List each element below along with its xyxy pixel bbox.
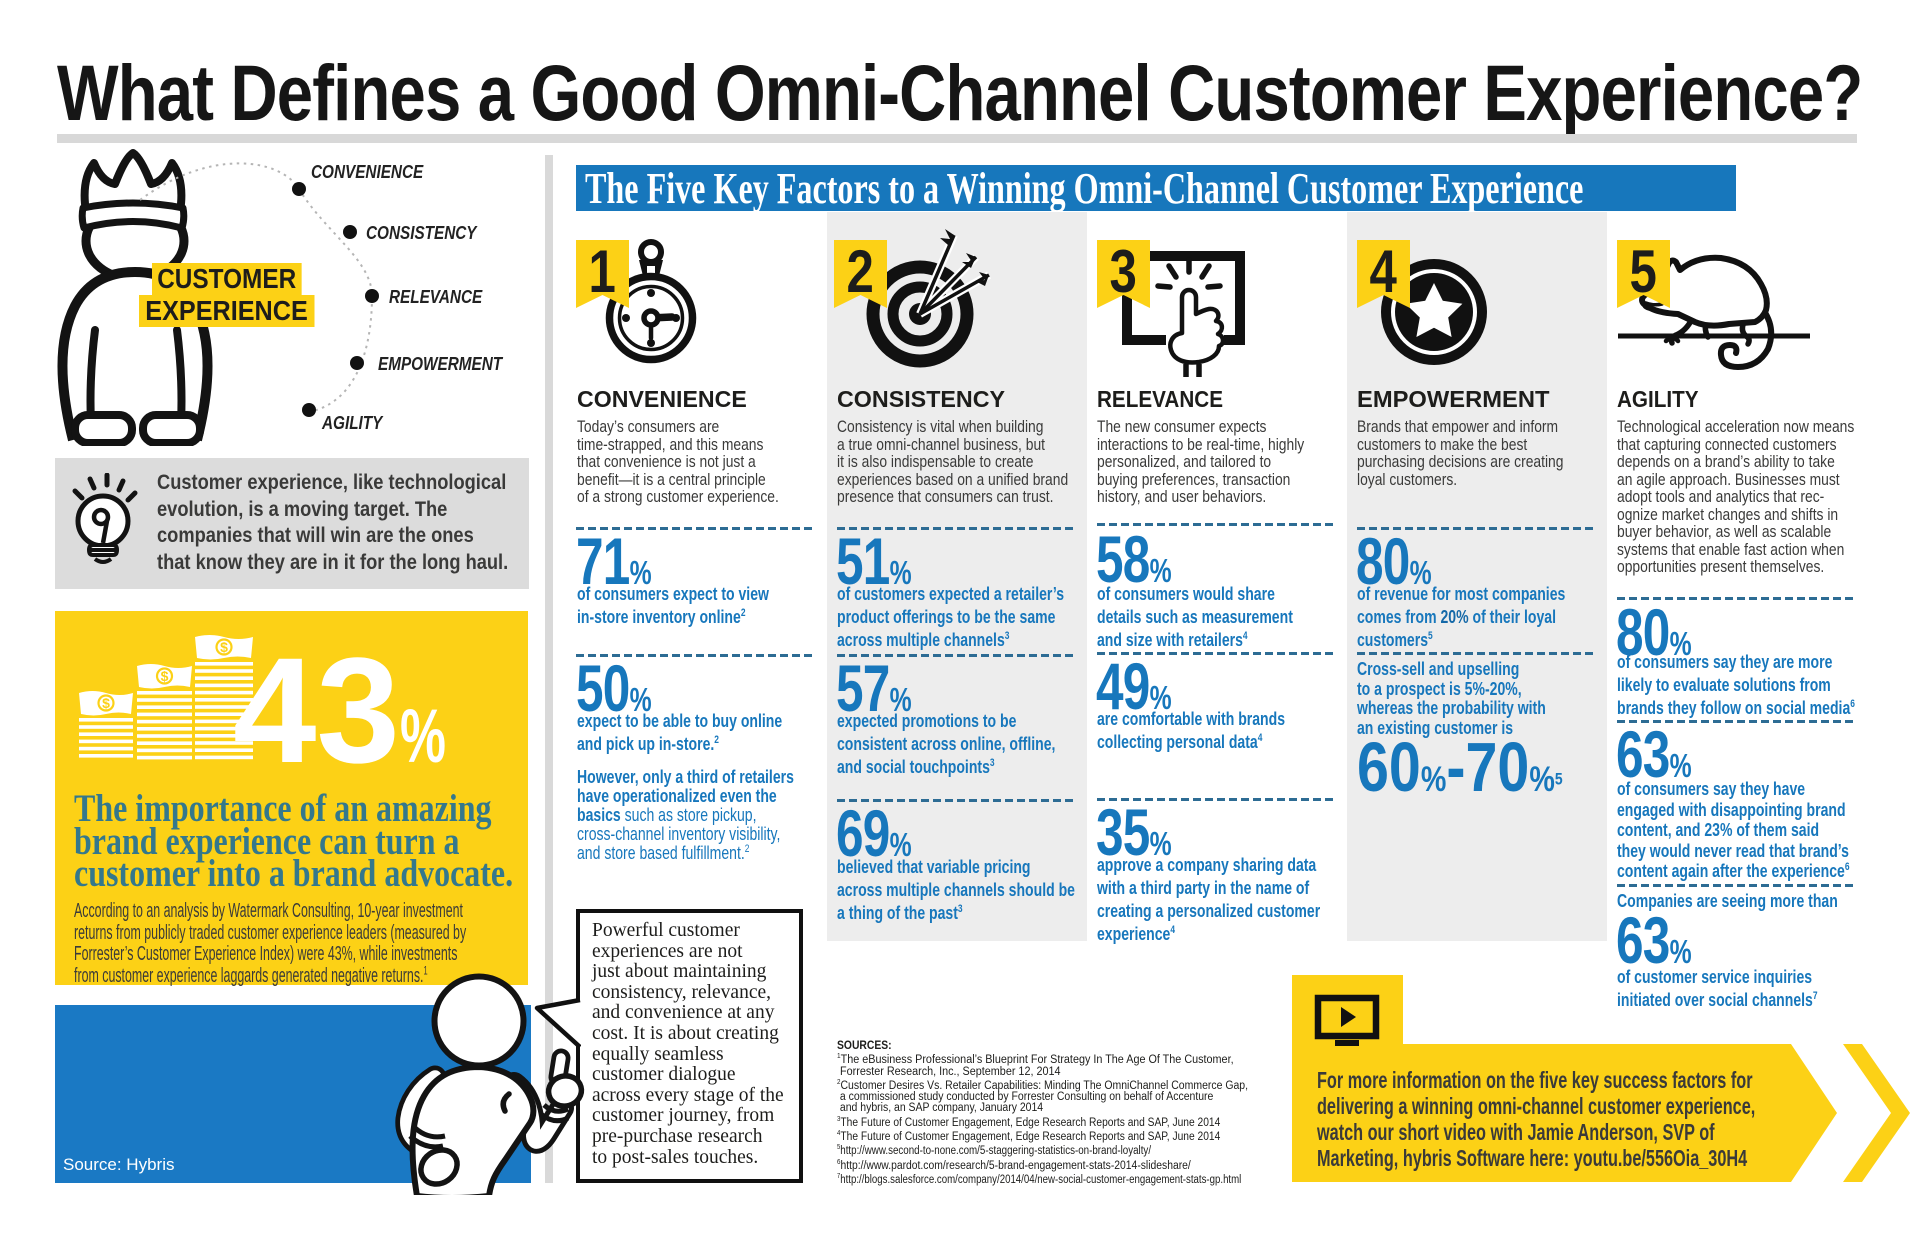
svg-text:5: 5 [1630,240,1657,305]
svg-text:2: 2 [847,240,874,305]
svg-text:$: $ [102,695,110,711]
svg-text:3: 3 [1110,240,1137,305]
svg-text:4: 4 [1370,240,1398,305]
svg-text:$: $ [161,668,169,684]
svg-text:$: $ [220,639,228,655]
svg-text:1: 1 [589,240,616,305]
